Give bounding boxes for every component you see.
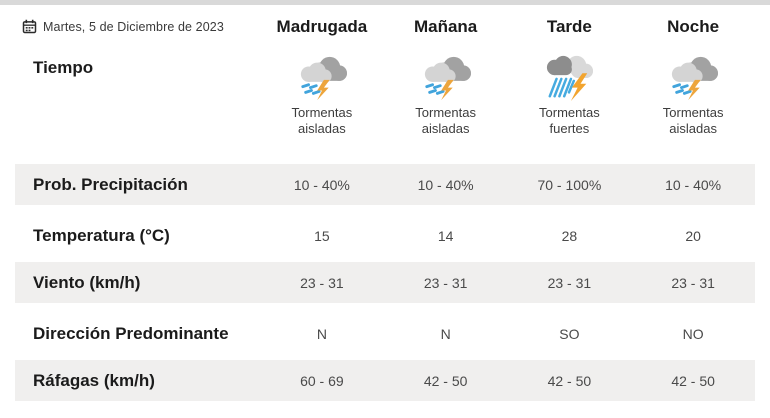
top-divider-bar (0, 0, 770, 5)
column-header-madrugada: Madrugada (276, 16, 368, 36)
row-label: Prob. Precipitación (33, 174, 188, 194)
cell-value: 28 (561, 227, 578, 244)
row-label-tiempo: Tiempo (33, 58, 94, 77)
cell-value: N (316, 325, 327, 342)
table-row-temperature: Temperatura (°C) 15 14 28 20 (15, 211, 755, 260)
weather-caption: Tormentas aisladas (662, 105, 724, 137)
weather-condition-row: Tiempo Tormentas aisladas Tormentas aisl… (15, 46, 755, 162)
cell-value: 42 - 50 (671, 372, 715, 389)
cell-value: 23 - 31 (300, 274, 344, 291)
weather-caption: Tormentas aisladas (291, 105, 353, 137)
weather-cell-noche: Tormentas aisladas (631, 46, 755, 138)
cell-value: 10 - 40% (417, 176, 474, 193)
cell-value: SO (559, 325, 580, 342)
cell-value: 23 - 31 (547, 274, 592, 291)
cell-value: N (440, 325, 451, 342)
storm-isolated-icon (295, 54, 349, 102)
row-label: Dirección Predominante (33, 323, 229, 343)
forecast-date: Martes, 5 de Diciembre de 2023 (15, 19, 260, 34)
cell-value: 15 (314, 227, 330, 244)
cell-value: 23 - 31 (423, 274, 468, 291)
cell-value: 42 - 50 (423, 372, 468, 389)
table-row-precipitation: Prob. Precipitación 10 - 40% 10 - 40% 70… (15, 162, 755, 211)
cell-value: NO (682, 325, 704, 342)
weather-caption: Tormentas fuertes (539, 105, 600, 137)
cell-value: 70 - 100% (537, 176, 602, 193)
column-header-tarde: Tarde (546, 16, 592, 36)
storm-isolated-icon (419, 54, 473, 102)
weather-caption: Tormentas aisladas (415, 105, 476, 137)
cell-value: 42 - 50 (547, 372, 592, 389)
weather-cell-madrugada: Tormentas aisladas (260, 46, 384, 138)
weather-cell-manana: Tormentas aisladas (384, 46, 508, 138)
forecast-header-row: Martes, 5 de Diciembre de 2023 Madrugada… (15, 5, 755, 46)
forecast-date-label: Martes, 5 de Diciembre de 2023 (43, 19, 224, 34)
weather-forecast-widget: Martes, 5 de Diciembre de 2023 Madrugada… (0, 5, 770, 407)
cell-value: 10 - 40% (293, 176, 350, 193)
storm-heavy-icon (542, 54, 596, 102)
weather-cell-tarde: Tormentas fuertes (508, 46, 632, 138)
cell-value: 20 (685, 227, 701, 244)
table-row-wind-direction: Dirección Predominante N N SO NO (15, 309, 755, 358)
cell-value: 23 - 31 (671, 274, 715, 291)
table-row-wind: Viento (km/h) 23 - 31 23 - 31 23 - 31 23… (15, 260, 755, 309)
table-row-gusts: Ráfagas (km/h) 60 - 69 42 - 50 42 - 50 4… (15, 358, 755, 407)
row-label: Viento (km/h) (33, 272, 141, 292)
cell-value: 14 (437, 227, 454, 244)
column-header-noche: Noche (667, 16, 720, 36)
row-label: Temperatura (°C) (33, 225, 170, 245)
cell-value: 60 - 69 (300, 372, 344, 389)
storm-isolated-icon (666, 54, 720, 102)
row-label: Ráfagas (km/h) (33, 370, 155, 390)
column-header-manana: Mañana (413, 16, 478, 36)
calendar-icon (22, 19, 37, 34)
cell-value: 10 - 40% (665, 176, 722, 193)
